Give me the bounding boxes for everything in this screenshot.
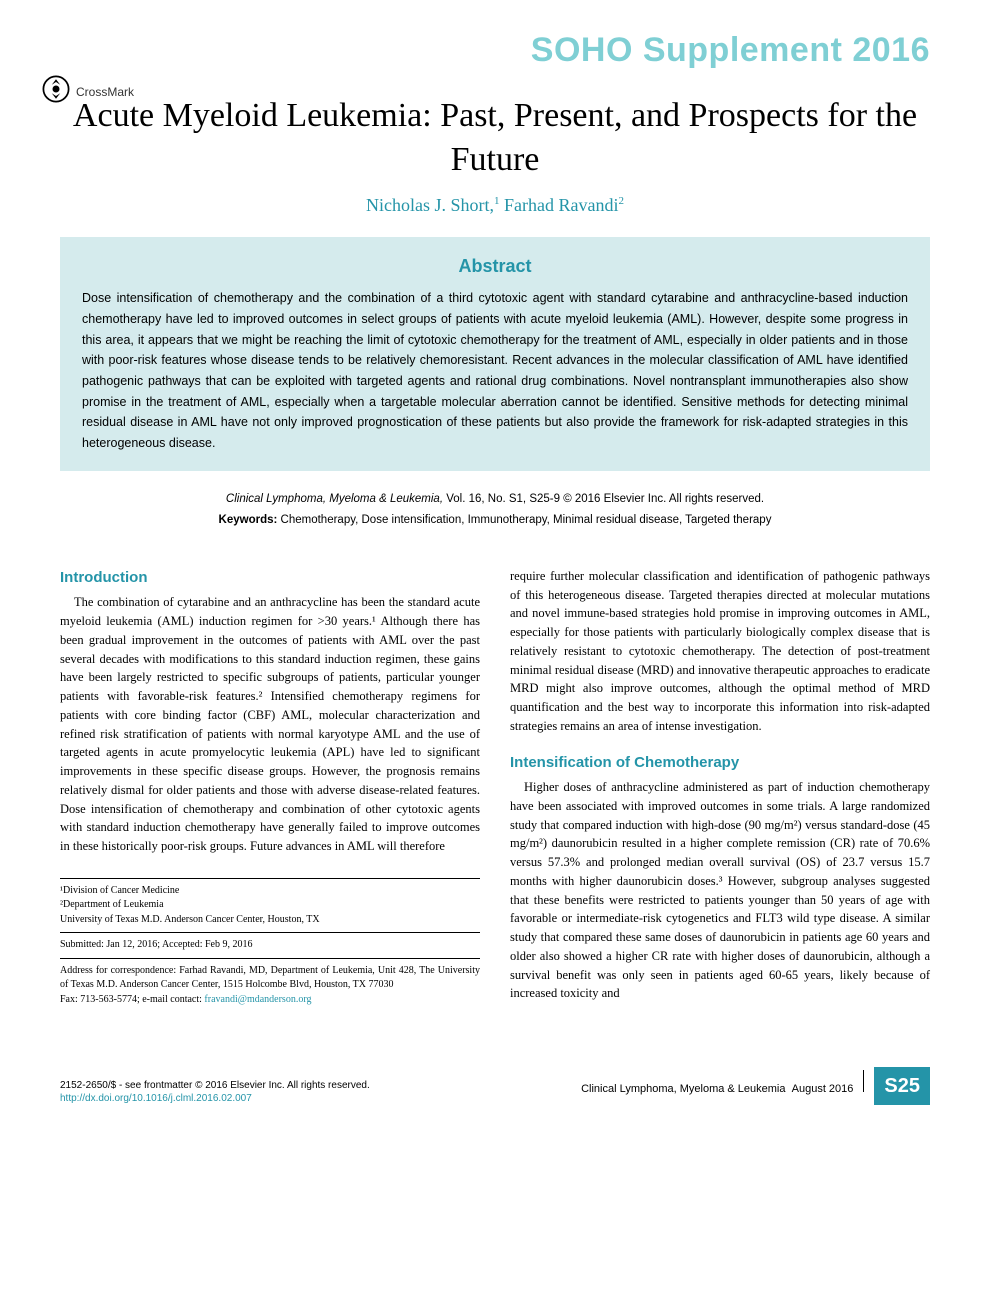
intensification-paragraph-1: Higher doses of anthracycline administer… (510, 778, 930, 1003)
left-column: Introduction The combination of cytarabi… (60, 567, 480, 1008)
correspondence-email-link[interactable]: fravandi@mdanderson.org (204, 994, 311, 1005)
footer-month-year: August 2016 (792, 1083, 854, 1095)
affiliation-2: ²Department of Leukemia (60, 898, 480, 913)
affiliation-1: ¹Division of Cancer Medicine (60, 884, 480, 899)
page-number: S25 (874, 1067, 930, 1105)
intro-continuation: require further molecular classification… (510, 567, 930, 736)
footnote-block: ¹Division of Cancer Medicine ²Department… (60, 878, 480, 1008)
correspondence-address: Address for correspondence: Farhad Ravan… (60, 964, 480, 993)
contact-line: Fax: 713-563-5774; e-mail contact: frava… (60, 993, 480, 1008)
author-1: Nicholas J. Short (366, 195, 490, 215)
crossmark-badge[interactable]: CrossMark (42, 75, 134, 109)
crossmark-label: CrossMark (76, 83, 134, 101)
citation-line: Clinical Lymphoma, Myeloma & Leukemia, V… (82, 491, 908, 508)
intensification-heading: Intensification of Chemotherapy (510, 752, 930, 775)
author-1-affil: 1 (494, 195, 500, 207)
citation-block: Clinical Lymphoma, Myeloma & Leukemia, V… (60, 485, 930, 543)
intro-paragraph-1: The combination of cytarabine and an ant… (60, 593, 480, 856)
footnote-rule (60, 932, 480, 933)
journal-name: Clinical Lymphoma, Myeloma & Leukemia, (226, 493, 443, 505)
journal-page: SOHO Supplement 2016 CrossMark Acute Mye… (0, 0, 990, 1135)
keywords-line: Keywords: Chemotherapy, Dose intensifica… (82, 512, 908, 529)
body-columns: Introduction The combination of cytarabi… (60, 567, 930, 1008)
introduction-heading: Introduction (60, 567, 480, 590)
keywords-text: Chemotherapy, Dose intensification, Immu… (281, 514, 772, 526)
abstract-heading: Abstract (82, 253, 908, 280)
footer-right: Clinical Lymphoma, Myeloma & Leukemia Au… (581, 1067, 930, 1105)
volume-info: Vol. 16, No. S1, S25-9 © 2016 Elsevier I… (446, 493, 764, 505)
footer-divider-icon (863, 1070, 864, 1092)
footer-left: 2152-2650/$ - see frontmatter © 2016 Els… (60, 1079, 370, 1105)
abstract-text: Dose intensification of chemotherapy and… (82, 288, 908, 453)
footnote-rule (60, 958, 480, 959)
abstract-box: Abstract Dose intensification of chemoth… (60, 237, 930, 471)
keywords-label: Keywords: (219, 514, 278, 526)
institution: University of Texas M.D. Anderson Cancer… (60, 913, 480, 928)
fax-label: Fax: 713-563-5774; e-mail contact: (60, 994, 204, 1005)
footer-journal-issue: Clinical Lymphoma, Myeloma & Leukemia Au… (581, 1081, 853, 1098)
supplement-header: SOHO Supplement 2016 (60, 25, 930, 76)
crossmark-icon (42, 75, 70, 109)
issn-line: 2152-2650/$ - see frontmatter © 2016 Els… (60, 1079, 370, 1092)
author-list: Nicholas J. Short,1 Farhad Ravandi2 (60, 192, 930, 219)
submission-dates: Submitted: Jan 12, 2016; Accepted: Feb 9… (60, 938, 480, 953)
doi-link[interactable]: http://dx.doi.org/10.1016/j.clml.2016.02… (60, 1093, 252, 1104)
page-footer: 2152-2650/$ - see frontmatter © 2016 Els… (60, 1067, 930, 1105)
article-title: Acute Myeloid Leukemia: Past, Present, a… (60, 94, 930, 182)
right-column: require further molecular classification… (510, 567, 930, 1008)
author-2: Farhad Ravandi (504, 195, 618, 215)
author-2-affil: 2 (618, 195, 624, 207)
footnote-rule (60, 878, 480, 879)
footer-journal-name: Clinical Lymphoma, Myeloma & Leukemia (581, 1083, 785, 1095)
